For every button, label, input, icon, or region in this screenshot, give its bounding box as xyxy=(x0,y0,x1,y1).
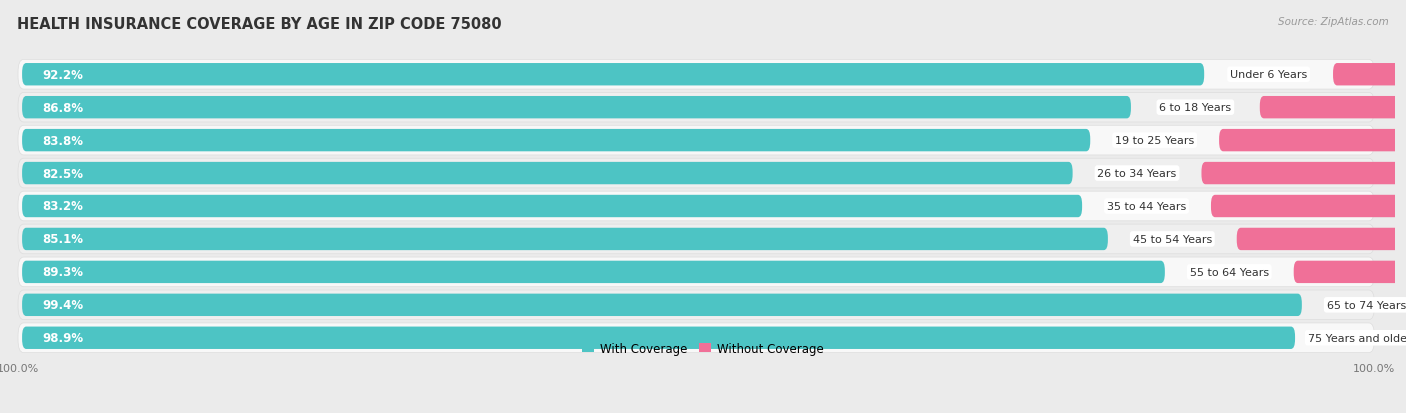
FancyBboxPatch shape xyxy=(22,294,1302,316)
FancyBboxPatch shape xyxy=(1202,162,1406,185)
Legend: With Coverage, Without Coverage: With Coverage, Without Coverage xyxy=(578,337,828,360)
FancyBboxPatch shape xyxy=(18,159,1375,188)
FancyBboxPatch shape xyxy=(22,162,1073,185)
Text: 35 to 44 Years: 35 to 44 Years xyxy=(1107,202,1187,211)
FancyBboxPatch shape xyxy=(18,192,1375,221)
FancyBboxPatch shape xyxy=(22,327,1295,349)
FancyBboxPatch shape xyxy=(18,257,1375,287)
FancyBboxPatch shape xyxy=(22,195,1083,218)
Text: 55 to 64 Years: 55 to 64 Years xyxy=(1189,267,1268,277)
Text: 92.2%: 92.2% xyxy=(42,69,83,81)
FancyBboxPatch shape xyxy=(22,130,1090,152)
FancyBboxPatch shape xyxy=(18,93,1375,123)
Text: 86.8%: 86.8% xyxy=(42,102,83,114)
FancyBboxPatch shape xyxy=(18,323,1375,353)
FancyBboxPatch shape xyxy=(1333,64,1406,86)
FancyBboxPatch shape xyxy=(1211,195,1406,218)
Text: 65 to 74 Years: 65 to 74 Years xyxy=(1327,300,1406,310)
FancyBboxPatch shape xyxy=(22,261,1164,283)
Text: 6 to 18 Years: 6 to 18 Years xyxy=(1160,103,1232,113)
FancyBboxPatch shape xyxy=(18,60,1375,90)
Text: 99.4%: 99.4% xyxy=(42,299,83,311)
Text: 83.2%: 83.2% xyxy=(42,200,83,213)
FancyBboxPatch shape xyxy=(18,225,1375,254)
Text: 75 Years and older: 75 Years and older xyxy=(1308,333,1406,343)
FancyBboxPatch shape xyxy=(18,290,1375,320)
Text: 83.8%: 83.8% xyxy=(42,134,83,147)
Text: 85.1%: 85.1% xyxy=(42,233,83,246)
FancyBboxPatch shape xyxy=(1260,97,1406,119)
Text: 89.3%: 89.3% xyxy=(42,266,83,279)
Text: 98.9%: 98.9% xyxy=(42,332,83,344)
Text: 19 to 25 Years: 19 to 25 Years xyxy=(1115,136,1194,146)
FancyBboxPatch shape xyxy=(1219,130,1406,152)
FancyBboxPatch shape xyxy=(22,228,1108,251)
FancyBboxPatch shape xyxy=(18,126,1375,156)
FancyBboxPatch shape xyxy=(1237,228,1406,251)
Text: Under 6 Years: Under 6 Years xyxy=(1230,70,1308,80)
FancyBboxPatch shape xyxy=(1294,261,1406,283)
Text: 26 to 34 Years: 26 to 34 Years xyxy=(1098,169,1177,179)
Text: Source: ZipAtlas.com: Source: ZipAtlas.com xyxy=(1278,17,1389,26)
FancyBboxPatch shape xyxy=(22,97,1130,119)
FancyBboxPatch shape xyxy=(22,64,1204,86)
Text: HEALTH INSURANCE COVERAGE BY AGE IN ZIP CODE 75080: HEALTH INSURANCE COVERAGE BY AGE IN ZIP … xyxy=(17,17,502,31)
Text: 45 to 54 Years: 45 to 54 Years xyxy=(1133,234,1212,244)
Text: 82.5%: 82.5% xyxy=(42,167,83,180)
